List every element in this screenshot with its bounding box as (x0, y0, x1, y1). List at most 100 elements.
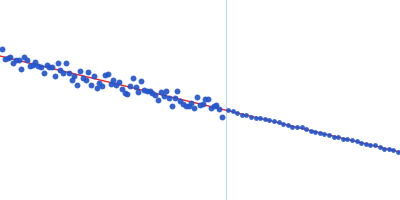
Point (298, 125, 305, 129)
Point (177, 99, 184, 103)
Point (54, 61, 61, 64)
Point (96, 81, 103, 84)
Point (130, 76, 136, 80)
Point (335, 135, 342, 138)
Point (191, 106, 197, 109)
Point (174, 90, 181, 93)
Point (216, 108, 222, 111)
Point (395, 150, 400, 153)
Point (169, 104, 175, 107)
Point (185, 104, 192, 107)
Point (243, 114, 250, 117)
Point (358, 141, 364, 145)
Point (321, 132, 328, 135)
Point (257, 116, 263, 119)
Point (284, 124, 291, 127)
Point (166, 97, 172, 100)
Point (68, 78, 75, 81)
Point (135, 90, 142, 93)
Point (110, 78, 116, 81)
Point (43, 63, 50, 66)
Point (196, 104, 203, 107)
Point (52, 74, 58, 77)
Point (74, 83, 80, 86)
Point (2, 58, 8, 61)
Point (326, 133, 332, 136)
Point (330, 135, 337, 139)
Point (266, 119, 272, 122)
Point (13, 58, 19, 61)
Point (271, 120, 277, 123)
Point (234, 111, 240, 114)
Point (294, 126, 300, 129)
Point (219, 116, 225, 119)
Point (60, 71, 66, 74)
Point (367, 143, 374, 146)
Point (354, 139, 360, 142)
Point (38, 65, 44, 69)
Point (202, 97, 208, 101)
Point (71, 74, 78, 77)
Point (10, 61, 16, 64)
Point (225, 109, 231, 112)
Point (113, 83, 119, 86)
Point (317, 132, 323, 135)
Point (4, 56, 11, 59)
Point (144, 89, 150, 92)
Point (94, 87, 100, 90)
Point (262, 117, 268, 120)
Point (88, 84, 94, 87)
Point (158, 91, 164, 94)
Point (108, 82, 114, 86)
Point (312, 130, 318, 134)
Point (205, 98, 211, 101)
Point (132, 86, 139, 89)
Point (275, 121, 282, 124)
Point (208, 106, 214, 109)
Point (344, 137, 351, 140)
Point (210, 104, 217, 107)
Point (21, 56, 28, 59)
Point (82, 78, 89, 81)
Point (99, 84, 106, 87)
Point (77, 69, 83, 72)
Point (248, 115, 254, 118)
Point (138, 80, 144, 83)
Point (121, 92, 128, 95)
Point (32, 61, 39, 64)
Point (49, 66, 55, 69)
Point (63, 61, 69, 65)
Point (340, 137, 346, 140)
Point (180, 102, 186, 105)
Point (57, 68, 64, 71)
Point (303, 127, 309, 131)
Point (116, 80, 122, 84)
Point (118, 87, 125, 90)
Point (127, 84, 133, 87)
Point (229, 110, 236, 113)
Point (46, 66, 52, 69)
Point (376, 145, 383, 148)
Point (27, 64, 33, 68)
Point (372, 144, 378, 147)
Point (280, 122, 286, 126)
Point (7, 55, 14, 58)
Point (18, 67, 25, 70)
Point (188, 102, 194, 105)
Point (30, 63, 36, 66)
Point (155, 99, 161, 102)
Point (160, 94, 167, 97)
Point (105, 73, 111, 76)
Point (80, 76, 86, 79)
Point (238, 113, 245, 116)
Point (199, 103, 206, 106)
Point (91, 75, 97, 78)
Point (390, 149, 397, 152)
Point (141, 88, 147, 91)
Point (363, 142, 369, 146)
Point (66, 71, 72, 74)
Point (386, 148, 392, 151)
Point (0, 47, 5, 51)
Point (16, 59, 22, 62)
Point (146, 89, 153, 92)
